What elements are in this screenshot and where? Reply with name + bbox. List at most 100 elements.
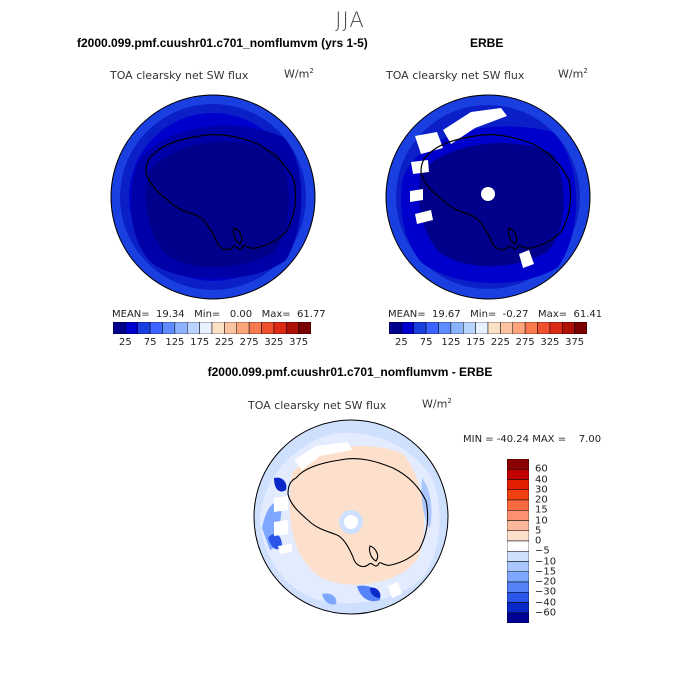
colorbar-swatch (174, 322, 188, 334)
colorbar-tick-label: 25 (395, 337, 408, 348)
colorbar-swatch (507, 530, 529, 542)
panel-1-antarctica-coastline (145, 133, 297, 251)
panel-1-colorbar-ticks: 25 75 125 175 225 275 325 375 (113, 337, 311, 351)
colorbar-swatch (507, 520, 529, 531)
panel-1-title: f2000.099.pmf.cuushr01.c701_nomflumvm (y… (77, 36, 368, 50)
colorbar-tick-label: 40 (535, 474, 548, 485)
colorbar-swatch (463, 322, 476, 334)
panel-2-antarctica-coastline (420, 133, 572, 251)
colorbar-swatch (401, 322, 414, 334)
colorbar-swatch (273, 322, 287, 334)
colorbar-tick-label: 25 (119, 337, 132, 348)
colorbar-swatch (507, 612, 529, 623)
colorbar-swatch (389, 322, 402, 334)
colorbar-swatch (507, 489, 529, 501)
colorbar-tick-label: 225 (490, 337, 510, 348)
colorbar-swatch (450, 322, 464, 334)
panel-2-title: ERBE (470, 36, 504, 50)
colorbar-tick-label: 30 (535, 484, 548, 496)
panel-2-field-label: TOA clearsky net SW flux (386, 69, 525, 82)
colorbar-swatch (562, 322, 575, 334)
panel-3-colorbar (507, 459, 529, 623)
panel-3-min-max: MIN = -40.24 MAX = 7.00 (463, 434, 602, 445)
colorbar-swatch (500, 322, 513, 334)
colorbar-tick-label: 125 (165, 337, 185, 348)
colorbar-tick-label: 75 (419, 337, 433, 348)
colorbar-tick-label: 125 (441, 337, 461, 348)
colorbar-swatch (438, 322, 452, 334)
panel-1-polar-map (110, 94, 316, 300)
colorbar-swatch (507, 551, 529, 562)
colorbar-swatch (413, 322, 427, 334)
colorbar-swatch (507, 499, 529, 511)
colorbar-tick-label: 10 (535, 515, 548, 526)
colorbar-swatch (507, 581, 529, 593)
panel-2-colorbar-ticks: 25 75 125 175 225 275 325 375 (389, 337, 587, 351)
colorbar-swatch (507, 592, 529, 603)
colorbar-swatch (261, 322, 275, 334)
panel-1-stats: MEAN= 19.34 Min= 0.00 Max= 61.77 (112, 309, 326, 320)
colorbar-swatch (425, 322, 439, 334)
colorbar-swatch (507, 510, 529, 521)
colorbar-tick-label: 275 (239, 337, 259, 348)
colorbar-tick-label: 0 (535, 535, 542, 547)
colorbar-tick-label: −60 (535, 607, 557, 619)
panel-3-colorbar-ticks: 60 40 30 20 15 10 5 0 −5 −10 −15 −20 −30 −40 −60 (535, 459, 575, 623)
colorbar-swatch (286, 322, 299, 334)
colorbar-tick-label: 225 (214, 337, 234, 348)
colorbar-tick-label: −30 (535, 586, 557, 598)
colorbar-tick-label: 5 (535, 525, 542, 537)
colorbar-swatch (125, 322, 138, 334)
colorbar-swatch (507, 540, 529, 552)
colorbar-tick-label: 375 (565, 337, 585, 348)
colorbar-swatch (507, 602, 529, 613)
colorbar-swatch (537, 322, 551, 334)
colorbar-swatch (137, 322, 151, 334)
colorbar-swatch (113, 322, 126, 334)
panel-3-title: f2000.099.pmf.cuushr01.c701_nomflumvm - … (207, 365, 493, 379)
panel-2-colorbar (389, 322, 587, 334)
colorbar-tick-label: 20 (535, 494, 548, 506)
colorbar-swatch (149, 322, 163, 334)
colorbar-swatch (187, 322, 200, 334)
colorbar-tick-label: 375 (289, 337, 309, 348)
colorbar-tick-label: −10 (535, 556, 557, 567)
panel-3-field-label: TOA clearsky net SW flux (248, 399, 387, 412)
colorbar-swatch (236, 322, 250, 334)
colorbar-tick-label: 15 (535, 504, 548, 516)
colorbar-tick-label: 175 (190, 337, 210, 348)
colorbar-tick-label: −15 (535, 566, 557, 578)
figure-title: JJA (335, 8, 365, 32)
colorbar-swatch (549, 322, 563, 334)
colorbar-swatch (199, 322, 213, 334)
colorbar-swatch (224, 322, 237, 334)
colorbar-swatch (507, 561, 529, 572)
colorbar-tick-label: 60 (535, 463, 548, 475)
colorbar-tick-label: −20 (535, 576, 557, 588)
colorbar-swatch (507, 479, 529, 490)
colorbar-tick-label: 325 (540, 337, 560, 348)
panel-2-units: W/m2 (558, 67, 588, 81)
colorbar-swatch (248, 322, 262, 334)
panel-3-polar-map (253, 419, 449, 615)
colorbar-swatch (524, 322, 538, 334)
panel-1-colorbar (113, 322, 311, 334)
colorbar-swatch (512, 322, 526, 334)
panel-2-stats: MEAN= 19.67 Min= -0.27 Max= 61.41 (388, 309, 603, 320)
panel-1-units: W/m2 (284, 67, 314, 81)
panel-3-antarctica-coastline (287, 458, 429, 568)
colorbar-swatch (507, 469, 529, 480)
colorbar-swatch (507, 459, 529, 470)
colorbar-swatch (298, 322, 311, 334)
colorbar-tick-label: −40 (535, 597, 557, 608)
colorbar-swatch (507, 571, 529, 583)
colorbar-swatch (211, 322, 225, 334)
panel-1-field-label: TOA clearsky net SW flux (110, 69, 249, 82)
colorbar-swatch (487, 322, 501, 334)
colorbar-swatch (162, 322, 176, 334)
panel-3-units: W/m2 (422, 397, 452, 411)
colorbar-swatch (475, 322, 489, 334)
panel-2-polar-map (385, 94, 591, 300)
colorbar-tick-label: 75 (143, 337, 157, 348)
colorbar-tick-label: 175 (466, 337, 486, 348)
